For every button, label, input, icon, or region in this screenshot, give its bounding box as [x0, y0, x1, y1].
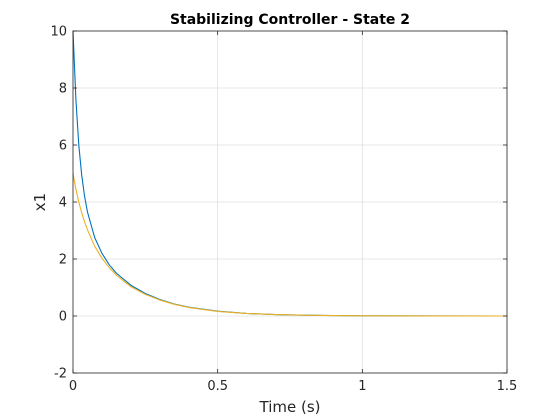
x-tick-label: 1 — [358, 379, 366, 394]
series-line-2 — [72, 172, 508, 317]
y-tick-label: 2 — [59, 253, 67, 268]
y-axis-label: x1 — [31, 193, 49, 211]
x-tick-label: 1.5 — [497, 379, 518, 394]
chart-title: Stabilizing Controller - State 2 — [170, 12, 410, 28]
y-tick-label: 8 — [59, 82, 67, 97]
y-tick-label: 4 — [59, 196, 67, 211]
x-tick-label: 0.5 — [207, 379, 228, 394]
x-tick-label: 0 — [69, 379, 77, 394]
x-axis-label: Time (s) — [259, 398, 321, 416]
y-tick-label: 6 — [59, 139, 67, 154]
series-layer — [72, 30, 508, 317]
y-tick-label: 10 — [50, 25, 67, 40]
y-tick-label: -2 — [54, 367, 67, 382]
y-tick-label: 0 — [59, 310, 67, 325]
